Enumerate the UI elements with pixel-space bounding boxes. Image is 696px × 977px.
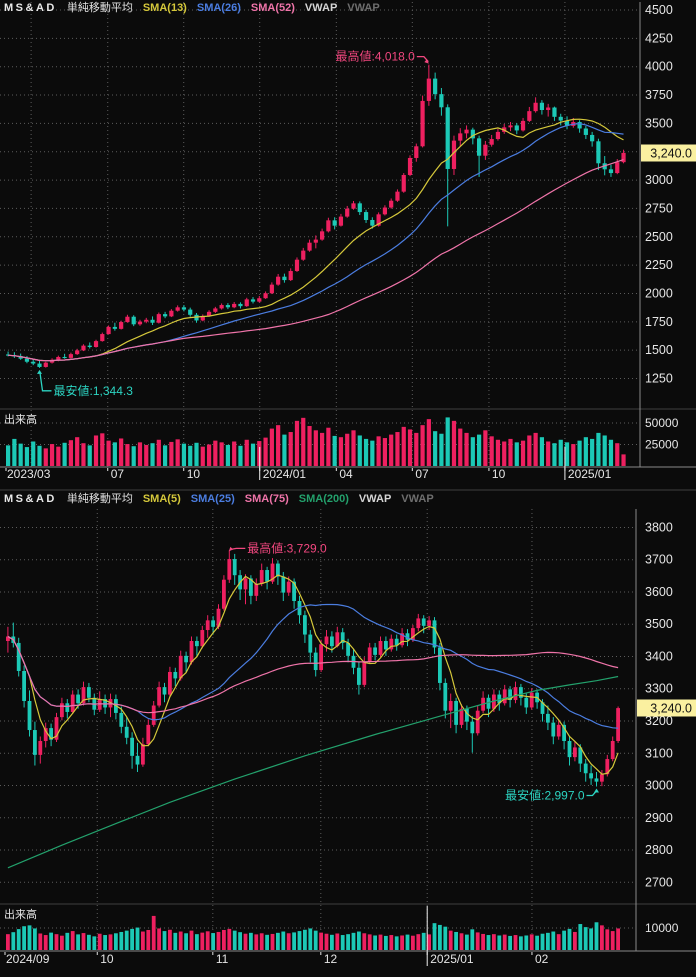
price-axis-tick: 2900: [645, 811, 673, 825]
x-axis-label: 2025/01: [430, 952, 474, 966]
svg-text:3,240.0: 3,240.0: [650, 702, 692, 716]
x-axis-label: 2023/03: [7, 467, 51, 481]
x-axis-label: 10: [100, 952, 114, 966]
price-axis-tick: 3300: [645, 682, 673, 696]
svg-text:最高値:4,018.0: 最高値:4,018.0: [335, 49, 415, 64]
x-axis-label: 10: [492, 467, 506, 481]
x-axis-label: 11: [216, 952, 229, 966]
price-axis-tick: 4250: [645, 31, 673, 45]
candlesticks: [6, 64, 626, 368]
daily-price-panel[interactable]: [0, 509, 636, 903]
price-axis-tick: 4500: [645, 3, 673, 17]
price-axis-tick: 3000: [645, 173, 673, 187]
x-axis-label: 04: [339, 467, 353, 481]
svg-text:最安値:1,344.3: 最安値:1,344.3: [54, 383, 134, 398]
price-axis-tick: 3500: [645, 617, 673, 631]
low-price-annotation: 最安値:2,997.0: [505, 787, 599, 802]
volume-axis-tick: 10000: [645, 921, 679, 935]
price-axis-tick: 3200: [645, 714, 673, 728]
price-axis-tick: 3500: [645, 116, 673, 130]
x-axis-label: 07: [415, 467, 429, 481]
price-axis-tick: 2800: [645, 843, 673, 857]
price-axis-tick: 4000: [645, 60, 673, 74]
daily-chart-module: 最高値:3,729.0 最安値:2,997.0 10000 2024/09 10 11 12…: [0, 509, 696, 966]
sma-75-line: [7, 635, 619, 714]
x-axis-label: 10: [187, 467, 201, 481]
weekly-price-panel[interactable]: [0, 2, 640, 408]
price-axis-tick: 2000: [645, 286, 673, 300]
sma-52-line: [8, 159, 624, 362]
volume-axis-tick: 25000: [645, 438, 679, 452]
volume-axis-tick: 50000: [645, 416, 679, 430]
daily-volume-panel[interactable]: 10000: [0, 903, 696, 950]
x-axis-label: 07: [111, 467, 125, 481]
price-axis-tick: 2500: [645, 230, 673, 244]
price-axis-tick: 2750: [645, 201, 673, 215]
high-price-annotation: 最高値:3,729.0: [228, 540, 327, 555]
svg-text:最高値:3,729.0: 最高値:3,729.0: [247, 540, 327, 555]
price-axis-tick: 3750: [645, 88, 673, 102]
price-axis-tick: 3400: [645, 649, 673, 663]
price-axis-tick: 3700: [645, 553, 673, 567]
x-axis-label: 2024/01: [263, 467, 307, 481]
weekly-chart-module: 最高値:4,018.0 最安値:1,344.3 50000 25000 2023/03 0…: [0, 2, 696, 481]
price-axis-tick: 3100: [645, 746, 673, 760]
sma-200-line: [7, 675, 619, 869]
price-axis-tick: 1500: [645, 343, 673, 357]
price-axis-tick: 1250: [645, 372, 673, 386]
price-axis-tick: 3800: [645, 520, 673, 534]
candlesticks: [6, 550, 620, 787]
weekly-volume-panel[interactable]: 50000 25000: [0, 408, 696, 466]
low-price-annotation: 最安値:1,344.3: [37, 369, 134, 398]
price-axis-tick: 3600: [645, 585, 673, 599]
price-axis-tick: 1750: [645, 315, 673, 329]
current-price-badge: 3,240.0: [637, 699, 696, 717]
svg-text:3,240.0: 3,240.0: [650, 147, 692, 161]
current-price-badge: 3,240.0: [641, 144, 696, 162]
x-axis-label: 2024/09: [6, 952, 50, 966]
x-axis-label: 2025/01: [568, 467, 612, 481]
price-axis-tick: 3000: [645, 779, 673, 793]
x-axis-label: 12: [324, 952, 338, 966]
high-price-annotation: 最高値:4,018.0: [335, 49, 429, 64]
sma-13-line: [8, 118, 624, 362]
price-axis-tick: 2250: [645, 258, 673, 272]
svg-text:最安値:2,997.0: 最安値:2,997.0: [505, 787, 585, 802]
price-axis-tick: 2700: [645, 875, 673, 889]
x-axis-label: 02: [535, 952, 549, 966]
